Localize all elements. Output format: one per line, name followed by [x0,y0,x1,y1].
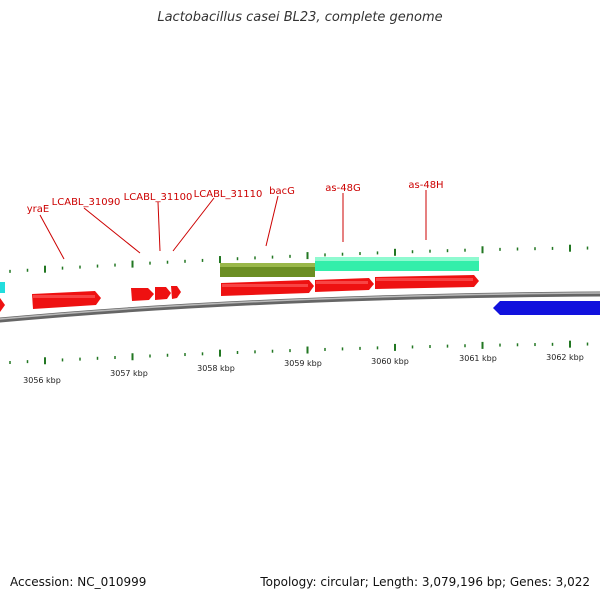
gene-arrow-as-48G[interactable] [315,278,374,292]
gene-label-LCABL_31110: LCABL_31110 [194,189,263,200]
cds-feature-aqua-shine [315,257,479,261]
gene-label-LCABL_31100: LCABL_31100 [124,192,193,203]
label-leader-lines [39,190,427,260]
kbp-label-3061: 3061 kbp [459,354,497,363]
kbp-label-3057: 3057 kbp [110,369,148,378]
gene-label-as-48H: as-48H [408,180,443,191]
gene-label-as-48G: as-48G [325,183,360,194]
gene-arrow-LCABL_31100[interactable] [155,287,171,300]
genome-summary-label: Topology: circular; Length: 3,079,196 bp… [260,575,590,589]
kbp-label-3059: 3059 kbp [284,359,322,368]
gene-arrow-left-edge[interactable] [0,298,5,312]
gene-arrow-yraE[interactable] [32,291,101,309]
arrow-highlights [33,278,473,298]
cds-feature-olive-shine [220,263,315,267]
inner-tick-row [9,340,589,365]
kbp-label-3062: 3062 kbp [546,353,584,362]
gene-label-bacG: bacG [269,186,295,197]
accession-label: Accession: NC_010999 [10,575,147,589]
gene-arrow-LCABL_31090[interactable] [131,288,154,301]
genome-backbone [0,291,600,323]
gene-arrow-as-48H[interactable] [375,275,479,289]
gene-label-LCABL_31090: LCABL_31090 [52,197,121,208]
gene-label-yraE: yraE [27,204,49,215]
kbp-label-3060: 3060 kbp [371,357,409,366]
map-title: Lactobacillus casei BL23, complete genom… [157,10,443,25]
cds-feature-cyan-left[interactable] [0,282,5,293]
kbp-label-3058: 3058 kbp [197,364,235,373]
gene-arrow-bacG[interactable] [221,280,314,296]
kbp-label-3056: 3056 kbp [23,376,61,385]
genome-backbone-highlight [0,292,600,320]
gene-arrow-reverse-blue[interactable] [493,301,600,315]
gene-arrow-LCABL_31110[interactable] [171,286,181,299]
outer-tick-row [9,244,589,273]
